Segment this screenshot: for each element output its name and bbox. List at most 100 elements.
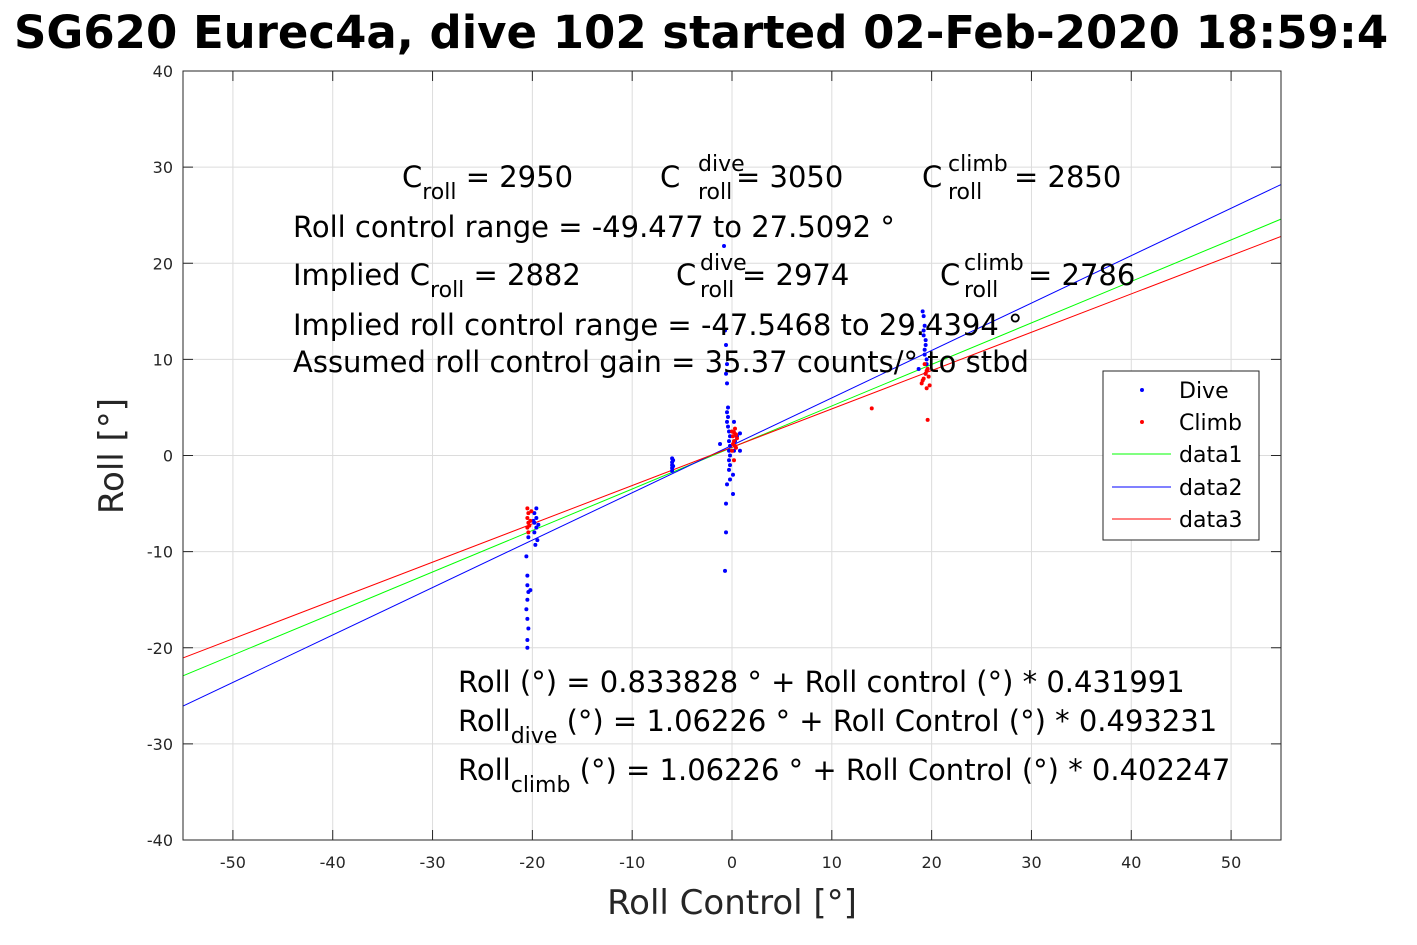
- point-dive: [531, 518, 536, 523]
- point-dive: [727, 439, 732, 444]
- point-dive: [728, 443, 733, 448]
- y-tick-label: 0: [163, 447, 173, 466]
- point-dive: [670, 468, 675, 473]
- x-axis-label: Roll Control [°]: [607, 883, 857, 923]
- implied-c-dive-sup: dive: [700, 251, 747, 276]
- point-climb: [526, 511, 531, 516]
- point-climb: [869, 406, 874, 411]
- implied-c-climb-sub: roll: [964, 278, 998, 303]
- point-dive: [924, 357, 929, 362]
- y-tick-label: -20: [147, 639, 173, 658]
- point-dive: [727, 429, 732, 434]
- point-dive: [726, 415, 731, 420]
- point-dive: [726, 405, 731, 410]
- implied-c-dive-annotation: C: [676, 258, 696, 292]
- x-tick-label: -10: [619, 853, 645, 872]
- x-tick-label: -40: [320, 853, 346, 872]
- x-tick-label: 50: [1221, 853, 1241, 872]
- implied-c-dive-value: = 2974: [742, 258, 849, 292]
- point-dive: [525, 645, 530, 650]
- ticks: -50 -40 -30 -20 -10 0 10 20 30 40 50 -40 -30 -20 -10 0 1…: [147, 62, 1281, 872]
- x-tick-label: 20: [921, 853, 941, 872]
- x-tick-label: -50: [220, 853, 246, 872]
- point-dive: [730, 491, 735, 496]
- point-dive: [534, 515, 539, 520]
- point-climb: [920, 378, 925, 383]
- c-roll-climb-value: = 2850: [1014, 160, 1121, 194]
- point-climb: [730, 434, 735, 439]
- y-tick-label: 40: [153, 62, 173, 81]
- point-dive: [525, 638, 530, 643]
- point-dive: [525, 573, 530, 578]
- point-dive: [923, 338, 928, 343]
- legend-label-climb: Climb: [1179, 411, 1242, 436]
- point-dive: [526, 626, 531, 631]
- point-climb: [732, 426, 737, 431]
- point-dive: [725, 381, 730, 386]
- data-points: [524, 243, 932, 650]
- y-tick-label: -40: [147, 831, 173, 850]
- point-dive: [524, 554, 529, 559]
- point-dive: [921, 314, 926, 319]
- y-tick-label: 20: [153, 254, 173, 273]
- fit-dive-annotation: Rolldive (°) = 1.06226 ° + Roll Control …: [458, 704, 1217, 749]
- point-climb: [527, 523, 532, 528]
- c-roll-climb-sup: climb: [948, 152, 1008, 177]
- point-climb: [731, 458, 736, 463]
- point-climb: [525, 515, 530, 520]
- point-dive: [725, 362, 730, 367]
- c-roll-dive-sup: dive: [698, 152, 745, 177]
- point-dive: [534, 525, 539, 530]
- legend-label-data3: data3: [1179, 508, 1243, 533]
- c-roll-climb-sub: roll: [948, 180, 982, 205]
- c-roll-dive-annotation: C: [660, 160, 680, 194]
- implied-c-climb-annotation: C: [940, 258, 960, 292]
- fit-climb-annotation: Rollclimb (°) = 1.06226 ° + Roll Control…: [458, 753, 1230, 798]
- point-dive: [718, 441, 723, 446]
- x-tick-label: 40: [1121, 853, 1141, 872]
- y-tick-label: -10: [147, 543, 173, 562]
- point-dive: [725, 410, 730, 415]
- point-climb: [927, 383, 932, 388]
- point-climb: [526, 530, 531, 535]
- c-roll-climb-annotation: C: [922, 160, 942, 194]
- point-climb: [733, 445, 738, 450]
- x-tick-label: 10: [822, 853, 842, 872]
- point-dive: [731, 419, 736, 424]
- point-dive: [536, 522, 541, 527]
- point-climb: [730, 448, 734, 453]
- implied-c-climb-value: = 2786: [1028, 258, 1135, 292]
- point-dive: [727, 448, 732, 453]
- point-climb: [925, 417, 930, 422]
- point-dive: [922, 323, 927, 328]
- point-dive: [525, 583, 530, 588]
- point-dive: [724, 371, 729, 376]
- point-climb: [730, 441, 735, 446]
- point-dive: [671, 458, 676, 463]
- x-tick-label: 30: [1021, 853, 1041, 872]
- point-dive: [726, 424, 731, 429]
- point-dive: [727, 467, 732, 472]
- point-climb: [528, 518, 533, 523]
- x-tick-label: -30: [419, 853, 445, 872]
- point-dive: [724, 530, 729, 535]
- legend-label-dive: Dive: [1179, 379, 1229, 404]
- point-climb: [922, 362, 927, 367]
- point-climb: [529, 509, 534, 514]
- point-dive: [724, 501, 729, 506]
- point-dive: [728, 477, 733, 482]
- point-dive: [737, 448, 742, 453]
- point-dive: [532, 530, 537, 535]
- y-axis-label: Roll [°]: [92, 398, 132, 514]
- point-climb: [924, 386, 929, 391]
- c-roll-dive-sub: roll: [698, 180, 732, 205]
- point-climb: [731, 430, 736, 435]
- point-dive: [737, 431, 742, 436]
- point-dive: [920, 309, 925, 314]
- c-roll-annotation: Croll = 2950: [402, 160, 573, 205]
- point-dive: [921, 328, 926, 333]
- fit-all-annotation: Roll (°) = 0.833828 ° + Roll control (°)…: [458, 665, 1185, 699]
- c-roll-dive-value: = 3050: [736, 160, 843, 194]
- legend-label-data2: data2: [1179, 476, 1243, 501]
- point-dive: [730, 472, 735, 477]
